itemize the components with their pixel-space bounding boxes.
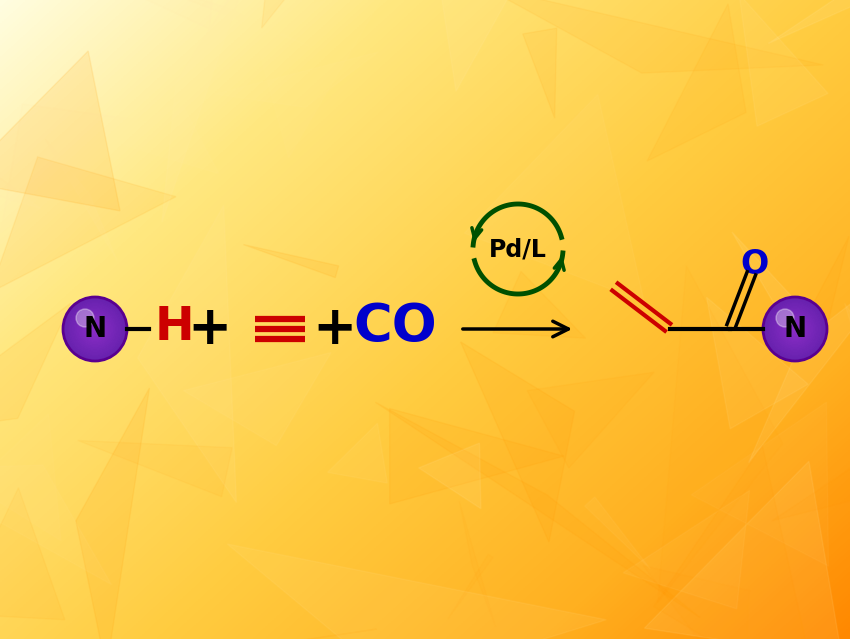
Circle shape bbox=[776, 310, 814, 348]
Circle shape bbox=[768, 302, 822, 356]
Polygon shape bbox=[623, 490, 750, 609]
Text: Pd/L: Pd/L bbox=[489, 237, 547, 261]
Polygon shape bbox=[0, 111, 41, 209]
Circle shape bbox=[774, 308, 816, 350]
Circle shape bbox=[87, 321, 103, 337]
Circle shape bbox=[776, 309, 794, 327]
Polygon shape bbox=[1, 104, 151, 233]
Polygon shape bbox=[0, 51, 120, 211]
Polygon shape bbox=[262, 0, 344, 28]
Polygon shape bbox=[76, 388, 150, 639]
Circle shape bbox=[81, 314, 110, 343]
Text: O: O bbox=[741, 247, 769, 281]
Polygon shape bbox=[78, 440, 232, 497]
Circle shape bbox=[71, 305, 119, 353]
Polygon shape bbox=[215, 52, 378, 107]
Circle shape bbox=[79, 313, 111, 345]
Polygon shape bbox=[740, 0, 828, 127]
Circle shape bbox=[785, 320, 805, 339]
Polygon shape bbox=[493, 272, 586, 338]
Polygon shape bbox=[389, 408, 564, 504]
Circle shape bbox=[787, 321, 803, 337]
Circle shape bbox=[88, 323, 101, 335]
Polygon shape bbox=[768, 0, 850, 43]
Polygon shape bbox=[162, 0, 250, 222]
Circle shape bbox=[784, 318, 806, 340]
Polygon shape bbox=[772, 419, 850, 521]
Polygon shape bbox=[845, 304, 850, 436]
Circle shape bbox=[94, 327, 97, 330]
Polygon shape bbox=[523, 28, 557, 118]
Circle shape bbox=[68, 302, 122, 356]
Circle shape bbox=[70, 304, 121, 355]
Polygon shape bbox=[585, 497, 650, 569]
Circle shape bbox=[65, 298, 126, 359]
Polygon shape bbox=[419, 443, 481, 509]
Circle shape bbox=[76, 310, 114, 348]
Polygon shape bbox=[227, 544, 606, 639]
Polygon shape bbox=[647, 4, 746, 161]
Polygon shape bbox=[78, 0, 218, 29]
Polygon shape bbox=[461, 342, 575, 543]
Circle shape bbox=[766, 300, 824, 358]
Polygon shape bbox=[184, 353, 332, 445]
Circle shape bbox=[63, 297, 127, 361]
Polygon shape bbox=[483, 0, 824, 73]
Circle shape bbox=[72, 307, 117, 351]
Circle shape bbox=[763, 297, 827, 361]
Circle shape bbox=[76, 309, 94, 327]
Polygon shape bbox=[138, 205, 236, 502]
Circle shape bbox=[782, 316, 807, 342]
Circle shape bbox=[84, 318, 106, 340]
Polygon shape bbox=[527, 373, 654, 468]
Circle shape bbox=[77, 311, 112, 346]
Circle shape bbox=[769, 304, 820, 355]
Polygon shape bbox=[0, 303, 71, 435]
Circle shape bbox=[789, 323, 802, 335]
Text: CO: CO bbox=[354, 301, 437, 353]
Circle shape bbox=[765, 298, 825, 359]
Circle shape bbox=[66, 300, 124, 358]
Polygon shape bbox=[243, 245, 338, 277]
Polygon shape bbox=[654, 445, 820, 639]
Circle shape bbox=[82, 316, 108, 342]
Polygon shape bbox=[211, 629, 377, 639]
Text: H: H bbox=[155, 305, 195, 350]
Polygon shape bbox=[643, 566, 750, 639]
Polygon shape bbox=[0, 488, 65, 620]
Circle shape bbox=[90, 324, 99, 334]
Text: +: + bbox=[313, 303, 357, 355]
Polygon shape bbox=[46, 139, 117, 261]
Circle shape bbox=[85, 320, 105, 339]
Text: N: N bbox=[83, 315, 106, 343]
Polygon shape bbox=[0, 157, 176, 293]
Polygon shape bbox=[107, 100, 218, 174]
Polygon shape bbox=[732, 232, 816, 339]
Text: +: + bbox=[188, 303, 232, 355]
Polygon shape bbox=[376, 402, 700, 617]
Polygon shape bbox=[706, 297, 808, 429]
Polygon shape bbox=[799, 236, 849, 339]
Circle shape bbox=[780, 314, 809, 343]
Circle shape bbox=[74, 308, 116, 350]
Circle shape bbox=[778, 311, 813, 346]
Circle shape bbox=[779, 313, 811, 345]
Circle shape bbox=[790, 324, 800, 334]
Polygon shape bbox=[464, 95, 644, 302]
Polygon shape bbox=[644, 461, 842, 639]
Polygon shape bbox=[0, 465, 111, 585]
Circle shape bbox=[793, 327, 796, 330]
Circle shape bbox=[92, 326, 99, 332]
Polygon shape bbox=[749, 262, 850, 463]
Circle shape bbox=[773, 307, 818, 351]
Polygon shape bbox=[327, 423, 388, 483]
Circle shape bbox=[771, 305, 819, 353]
Circle shape bbox=[792, 326, 798, 332]
Polygon shape bbox=[423, 0, 561, 91]
Text: N: N bbox=[784, 315, 807, 343]
